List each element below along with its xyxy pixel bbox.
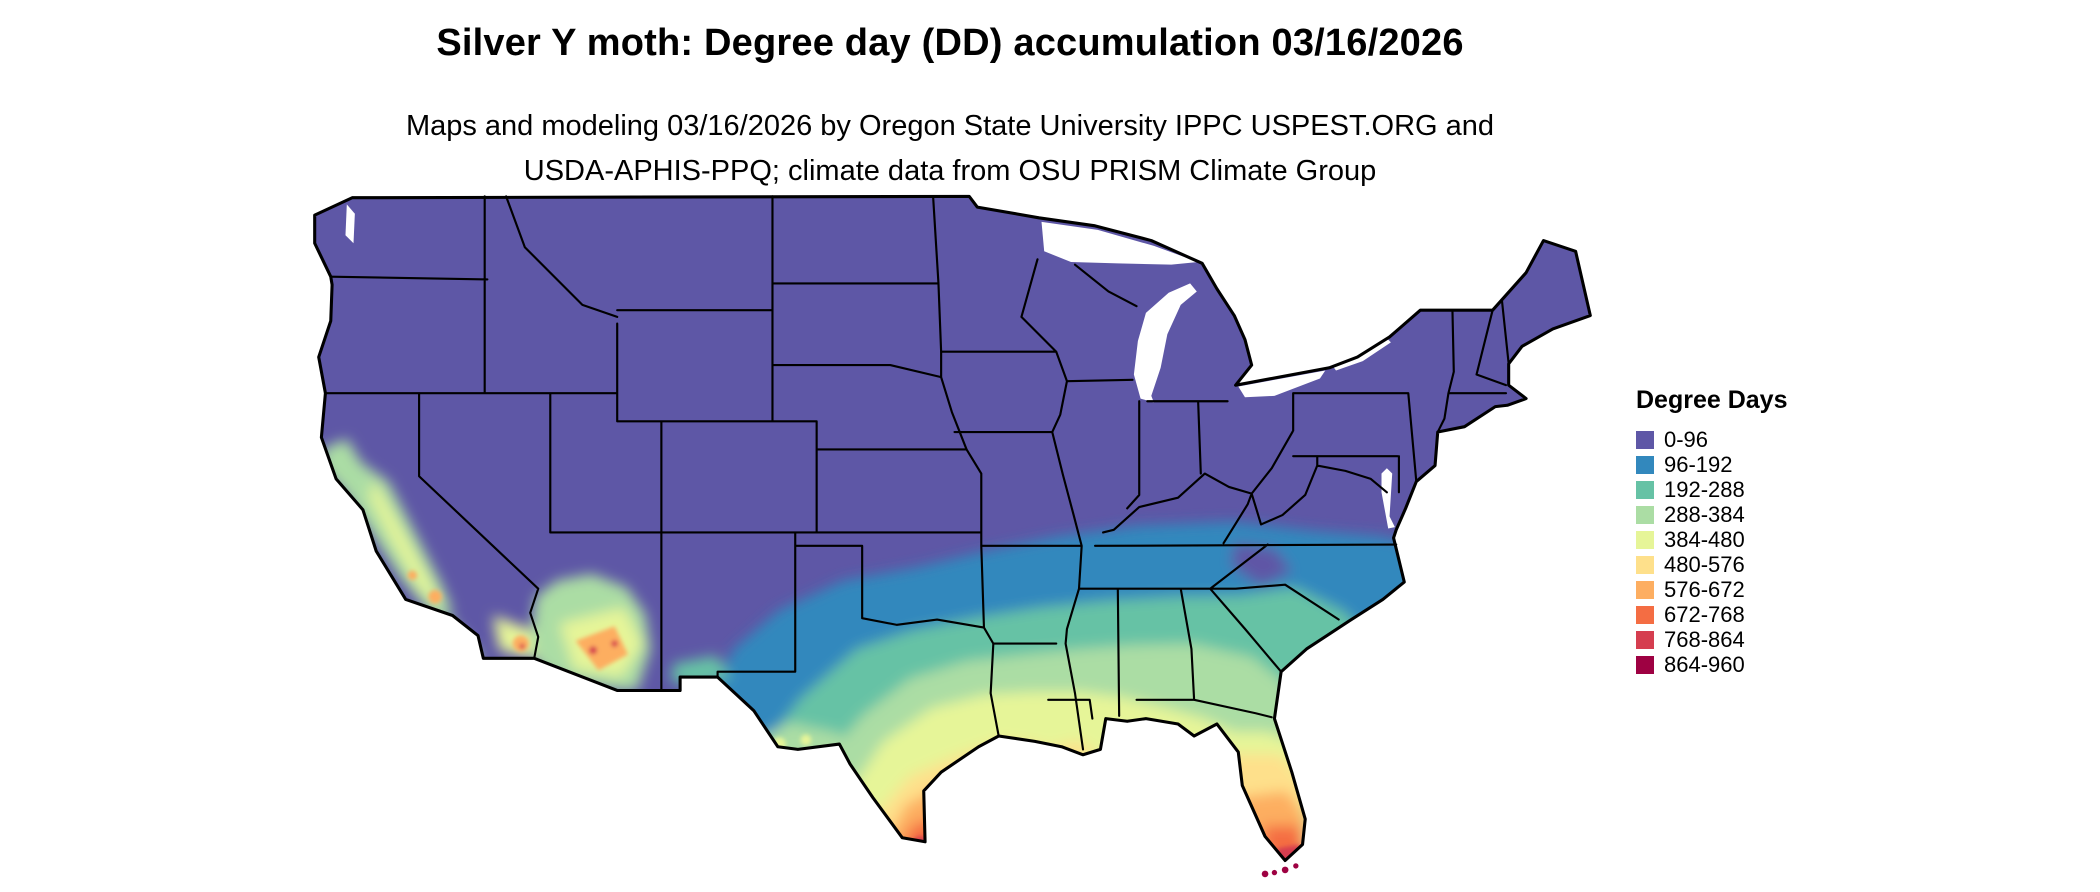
band-orange-arizona bbox=[575, 626, 628, 671]
keys-dot bbox=[1293, 863, 1299, 869]
band-orange-california-dot1 bbox=[428, 590, 442, 604]
legend-item: 576-672 bbox=[1636, 577, 1787, 602]
legend-item-label: 576-672 bbox=[1664, 576, 1745, 602]
band-orange-imperial-dot bbox=[512, 635, 529, 652]
band-yellow-bigbend-dot2 bbox=[800, 734, 812, 746]
legend-item-label: 96-192 bbox=[1664, 451, 1733, 477]
state-borders bbox=[324, 195, 1510, 751]
band-appalachian-purple bbox=[1231, 543, 1292, 587]
legend-item: 0-96 bbox=[1636, 427, 1787, 452]
legend-item: 768-864 bbox=[1636, 627, 1787, 652]
page-subtitle-line1: Maps and modeling 03/16/2026 by Oregon S… bbox=[405, 110, 1495, 142]
lake-superior bbox=[1041, 221, 1199, 265]
keys-dot bbox=[1261, 870, 1269, 878]
legend-item: 192-288 bbox=[1636, 477, 1787, 502]
legend-item: 864-960 bbox=[1636, 652, 1787, 677]
legend-swatch bbox=[1636, 530, 1654, 549]
legend-swatch bbox=[1636, 555, 1654, 574]
legend-swatch bbox=[1636, 455, 1654, 474]
us-map bbox=[313, 194, 1592, 878]
legend-item: 672-768 bbox=[1636, 602, 1787, 627]
puget-sound bbox=[345, 204, 355, 244]
legend-title: Degree Days bbox=[1636, 386, 1788, 414]
keys-dot bbox=[1271, 869, 1278, 876]
legend-item: 96-192 bbox=[1636, 452, 1787, 477]
legend-items: 0-96 96-192 192-288 288-384 384-480 480-576 57… bbox=[1636, 427, 1787, 677]
band-yellow-central-valley bbox=[369, 480, 444, 609]
band-orange-california-dot2 bbox=[407, 570, 418, 581]
keys-dot bbox=[1281, 866, 1289, 874]
legend-item: 480-576 bbox=[1636, 552, 1787, 577]
legend-item: 384-480 bbox=[1636, 527, 1787, 552]
legend-swatch bbox=[1636, 580, 1654, 599]
band-red-imperial-dot bbox=[519, 643, 525, 649]
page-subtitle: Maps and modeling 03/16/2026 by Oregon S… bbox=[0, 104, 1900, 194]
page-title: Silver Y moth: Degree day (DD) accumulat… bbox=[436, 22, 1464, 64]
legend-swatch bbox=[1636, 430, 1654, 449]
legend-swatch bbox=[1636, 630, 1654, 649]
legend-swatch bbox=[1636, 480, 1654, 499]
legend-item: 288-384 bbox=[1636, 502, 1787, 527]
legend-item-label: 384-480 bbox=[1664, 526, 1745, 552]
legend: Degree Days 0-96 96-192 192-288 288-384 384-… bbox=[1636, 386, 1787, 677]
band-red-arizona-dot2 bbox=[611, 640, 618, 647]
dd-band-layer bbox=[314, 196, 1591, 861]
legend-item-label: 288-384 bbox=[1664, 501, 1745, 527]
legend-item-label: 192-288 bbox=[1664, 476, 1745, 502]
legend-item-label: 768-864 bbox=[1664, 626, 1745, 652]
legend-item-label: 672-768 bbox=[1664, 601, 1745, 627]
band-base-purple bbox=[314, 196, 1591, 861]
chesapeake-bay bbox=[1381, 468, 1395, 529]
lake-erie bbox=[1238, 370, 1326, 398]
legend-item-label: 864-960 bbox=[1664, 651, 1745, 677]
florida-keys-dots bbox=[1261, 863, 1299, 878]
band-red-arizona-dot1 bbox=[589, 646, 598, 655]
page-subtitle-line2: USDA-APHIS-PPQ; climate data from OSU PR… bbox=[523, 155, 1377, 187]
legend-swatch bbox=[1636, 605, 1654, 624]
lake-michigan bbox=[1133, 283, 1197, 403]
legend-swatch bbox=[1636, 655, 1654, 674]
legend-item-label: 480-576 bbox=[1664, 551, 1745, 577]
legend-item-label: 0-96 bbox=[1664, 426, 1709, 452]
band-red-florida-tip bbox=[1277, 844, 1300, 861]
legend-swatch bbox=[1636, 505, 1654, 524]
